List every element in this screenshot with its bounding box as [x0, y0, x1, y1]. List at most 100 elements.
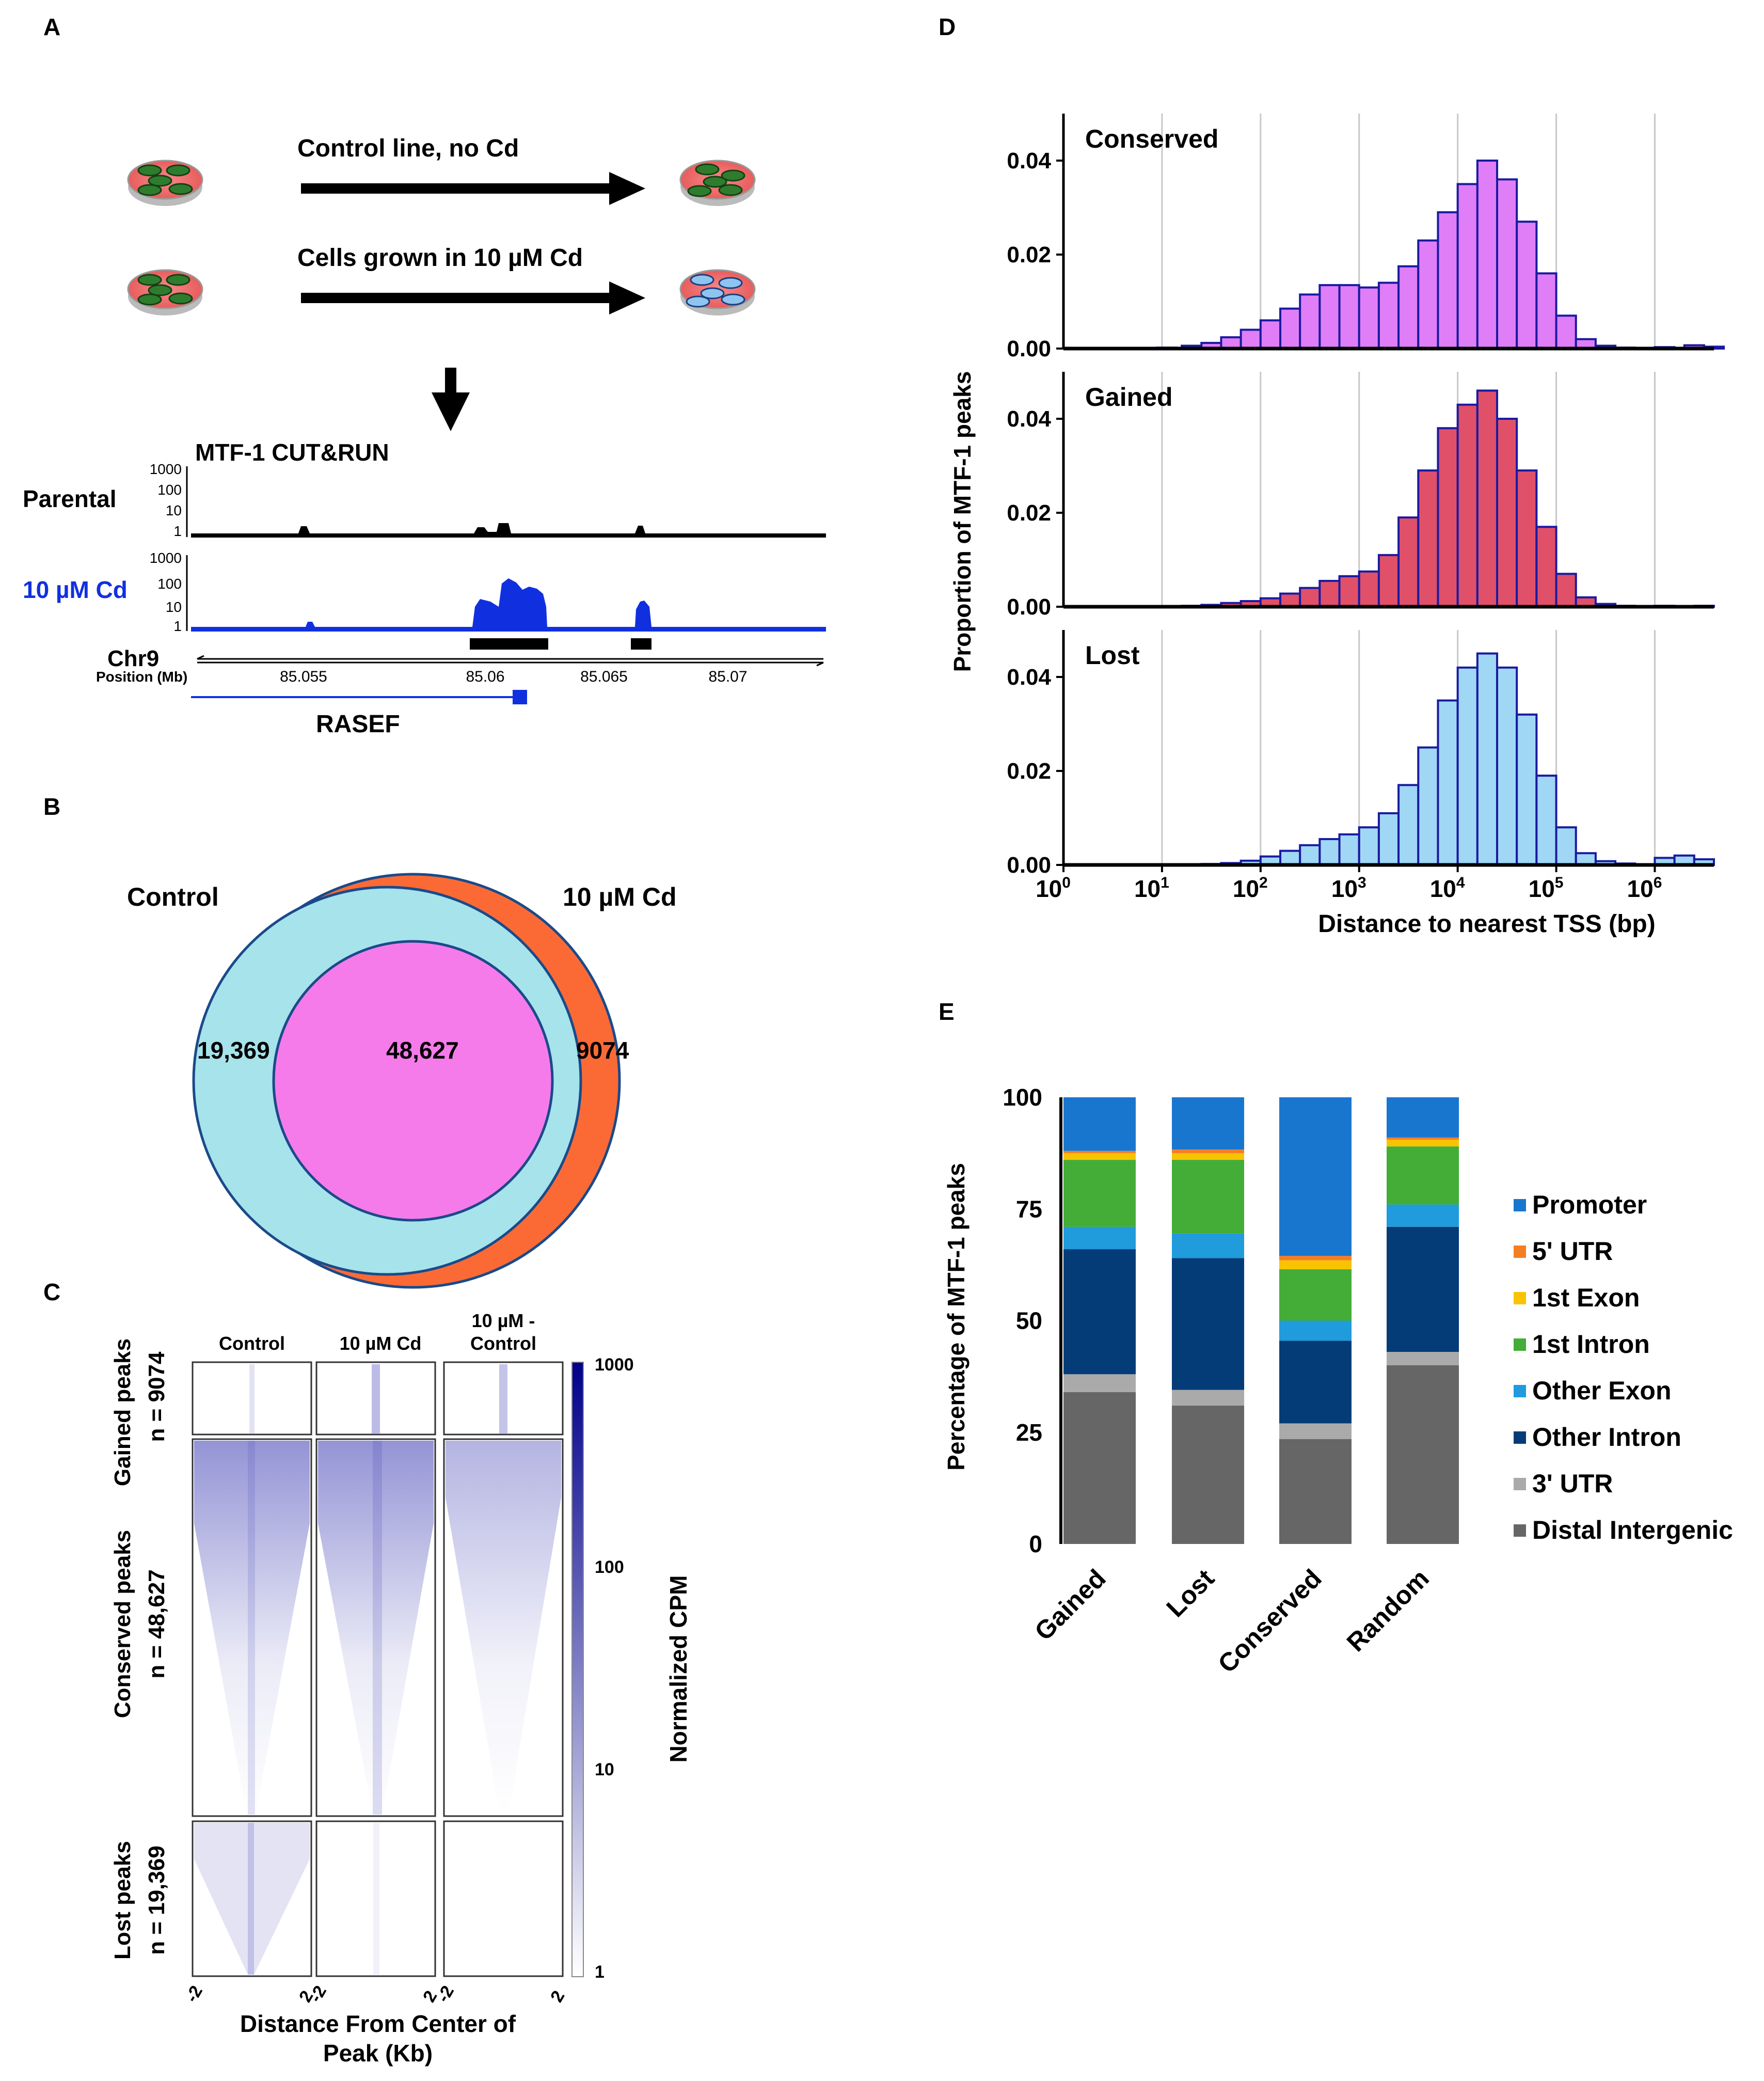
- legend-swatch: [1514, 1292, 1526, 1304]
- bar-segment-random-3-utr: [1387, 1352, 1459, 1365]
- track-cd-label: 10 µM Cd: [23, 576, 128, 603]
- hist-bar-lost-16: [1516, 713, 1538, 866]
- row-conserved-n: n = 48,627: [144, 1569, 169, 1679]
- gene-label: RASEF: [316, 711, 400, 738]
- legend-item: 5' UTR: [1514, 1237, 1613, 1266]
- xtick-c1-left: -2: [182, 1982, 206, 2006]
- heatmap-grid: [192, 1361, 564, 1977]
- venn-left-count: 19,369: [197, 1037, 270, 1064]
- hist-xlabel: Distance to nearest TSS (bp): [1318, 910, 1655, 938]
- legend-label: Other Exon: [1532, 1376, 1671, 1405]
- hist-series-label: Lost: [1085, 641, 1140, 670]
- cb-tick-1000: 1000: [595, 1355, 634, 1375]
- bar-segment-gained-other-intron: [1063, 1249, 1136, 1375]
- hist-bar-conserved-12: [1397, 265, 1420, 350]
- legend-swatch: [1514, 1199, 1526, 1211]
- track1-tick-10: 10: [166, 502, 182, 518]
- bar-segment-lost-5-utr: [1172, 1149, 1244, 1154]
- hist-xtick-label: 102: [1233, 874, 1268, 902]
- hist-series-label: Conserved: [1085, 124, 1218, 153]
- bar-segment-gained-promoter: [1063, 1097, 1136, 1151]
- hist-bar-conserved-15: [1456, 183, 1479, 350]
- track-title: MTF-1 CUT&RUN: [195, 439, 389, 466]
- legend-swatch: [1514, 1246, 1526, 1258]
- bar-segment-random-other-exon: [1387, 1204, 1459, 1227]
- hist-ytick-label: 0.02: [1007, 500, 1051, 526]
- row1-label: Control line, no Cd: [297, 135, 519, 162]
- legend-swatch: [1514, 1431, 1526, 1444]
- venn-left-label: Control: [127, 882, 219, 911]
- hist-bar-conserved-7: [1299, 293, 1321, 350]
- dish-cd-after: [679, 269, 756, 316]
- hist-bar-gained-7: [1318, 579, 1341, 608]
- bar-category-label: Conserved: [1212, 1564, 1327, 1678]
- position-label: Position (Mb): [96, 669, 187, 685]
- bar-segment-lost-other-intron: [1172, 1258, 1244, 1390]
- hist-bar-lost-13: [1456, 666, 1479, 866]
- hist-bar-gained-11: [1397, 516, 1420, 608]
- hist-panel-gained: 0.00 0.02 0.04 Gained: [1007, 372, 1715, 620]
- hist-ylabel: Proportion of MTF-1 peaks: [949, 371, 976, 672]
- gene-model: [191, 690, 527, 704]
- bar-segment-lost-distal-intergenic: [1172, 1405, 1244, 1544]
- legend-swatch: [1514, 1478, 1526, 1490]
- peak-bar-1: [470, 638, 548, 650]
- heatmap-colorbar: 1000 100 10 1 Normalized CPM: [571, 1355, 692, 1982]
- bar-segment-gained-1st-exon: [1063, 1153, 1136, 1160]
- legend-label: 3' UTR: [1532, 1469, 1613, 1498]
- hist-panel-conserved: 0.00 0.02 0.04 Conserved: [1007, 114, 1725, 361]
- bar-segment-conserved-promoter: [1279, 1097, 1352, 1256]
- track1-tick-1: 1: [173, 523, 182, 539]
- hist-bar-lost-10: [1397, 784, 1420, 866]
- track-cd-axis: 1000 100 10 1: [150, 550, 188, 634]
- bar-ytick-label: 100: [1003, 1084, 1042, 1111]
- bar-category-label: Random: [1341, 1564, 1435, 1657]
- legend-label: 1st Intron: [1532, 1330, 1650, 1359]
- bar-segment-lost-promoter: [1172, 1097, 1244, 1150]
- hist-bar-conserved-14: [1437, 211, 1459, 350]
- bar-segment-conserved-1st-exon: [1279, 1260, 1352, 1270]
- hist-bar-gained-16: [1496, 418, 1518, 608]
- venn-right-count: 9074: [576, 1037, 629, 1064]
- position-ticks: 85.055 85.06 85.065 85.07: [280, 668, 747, 685]
- hist-bar-lost-14: [1476, 652, 1498, 866]
- arrow-down: [432, 368, 470, 431]
- row-gained-n: n = 9074: [144, 1351, 169, 1442]
- bar-segment-random-other-intron: [1387, 1226, 1459, 1352]
- hist-bar-conserved-10: [1358, 286, 1380, 350]
- venn-right-label: 10 µM Cd: [563, 882, 677, 911]
- track1-tick-100: 100: [157, 482, 182, 498]
- panel-label-e: E: [939, 998, 955, 1025]
- panel-label-d: D: [939, 13, 956, 40]
- panel-label-a: A: [43, 13, 60, 40]
- bar-segment-conserved-3-utr: [1279, 1423, 1352, 1439]
- hist-ytick-label: 0.02: [1007, 759, 1051, 784]
- track2-tick-10: 10: [166, 599, 182, 615]
- cb-tick-10: 10: [595, 1760, 614, 1779]
- hist-bar-conserved-8: [1318, 284, 1341, 350]
- heatmap-row-labels: Gained peaks n = 9074 Conserved peaks n …: [110, 1338, 169, 1960]
- bar-ylabel: Percentage of MTF-1 peaks: [943, 1163, 970, 1471]
- bar-segment-lost-1st-exon: [1172, 1153, 1244, 1160]
- hist-bar-conserved-20: [1555, 314, 1577, 350]
- panel-label-c: C: [43, 1279, 60, 1305]
- hist-bar-lost-5: [1299, 844, 1321, 866]
- hist-ytick-label: 0.04: [1007, 406, 1051, 432]
- bar-segment-conserved-5-utr: [1279, 1256, 1352, 1260]
- hist-bar-gained-5: [1279, 592, 1301, 608]
- legend-label: Promoter: [1532, 1190, 1647, 1219]
- hist-bar-lost-4: [1279, 849, 1301, 866]
- legend-swatch: [1514, 1385, 1526, 1397]
- hist-xtick-label: 100: [1036, 874, 1071, 902]
- hist-bar-lost-8: [1358, 826, 1380, 866]
- hist-bar-gained-14: [1456, 403, 1479, 608]
- colorbar-title: Normalized CPM: [665, 1575, 692, 1763]
- legend-label: 1st Exon: [1532, 1283, 1640, 1312]
- heatmap-xlabel-1: Distance From Center of: [240, 2010, 516, 2037]
- position-axis: [197, 655, 824, 667]
- hist-bar-gained-17: [1516, 469, 1538, 608]
- bar-segment-random-1st-intron: [1387, 1146, 1459, 1205]
- arrow-right-2: [301, 281, 645, 314]
- bar-segment-random-distal-intergenic: [1387, 1365, 1459, 1544]
